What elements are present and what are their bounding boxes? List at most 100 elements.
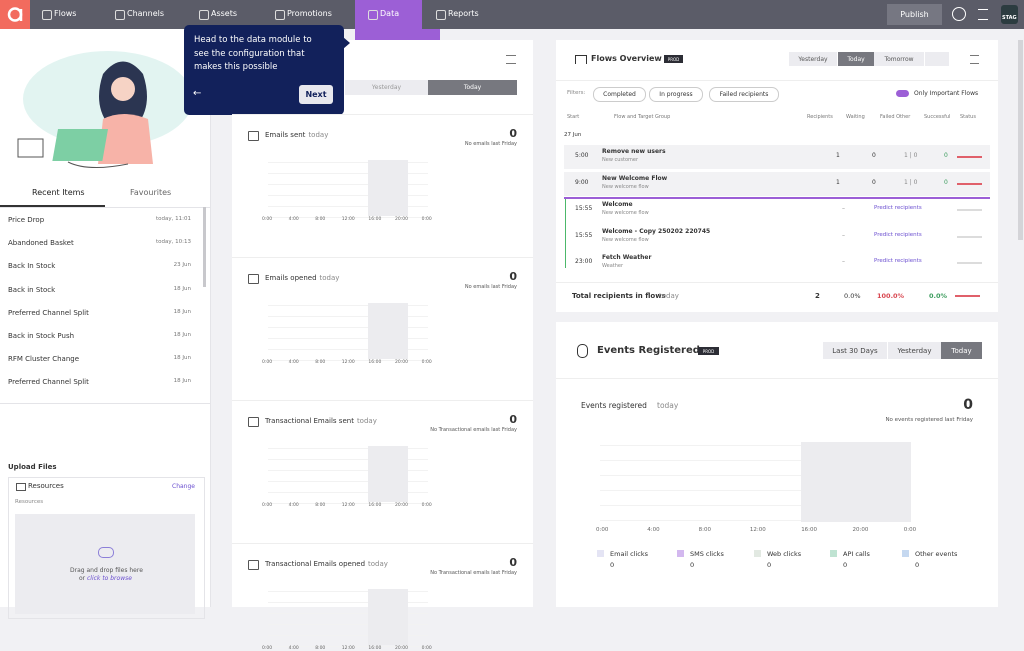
time-label: 12:00: [341, 360, 355, 365]
column-header: Successful: [924, 114, 951, 120]
status-bar: [957, 262, 982, 264]
tab[interactable]: Favourites: [130, 188, 172, 197]
recent-item[interactable]: Abandoned Basket: [8, 239, 74, 248]
tab[interactable]: Recent Items: [32, 188, 85, 197]
grid-line: [268, 448, 428, 449]
grid-line: [268, 349, 428, 350]
recent-item[interactable]: Preferred Channel Split: [8, 308, 89, 317]
toggle[interactable]: Last 30 Days: [823, 342, 887, 359]
card-when: today: [368, 560, 388, 568]
divider: [232, 543, 533, 544]
recent-item[interactable]: Preferred Channel Split: [8, 378, 89, 387]
grid-line: [600, 445, 910, 446]
flows-icon: [575, 55, 587, 64]
toggle[interactable]: Today: [428, 80, 517, 95]
nav-item[interactable]: Reports: [448, 9, 479, 18]
divider: [0, 207, 210, 208]
toggle[interactable]: Tomorrow: [874, 52, 924, 66]
filter-icon[interactable]: [506, 55, 516, 64]
filter-chip[interactable]: Failed recipients: [709, 87, 779, 102]
events-when: today: [657, 401, 679, 410]
menu-item[interactable]: Files: [380, 64, 396, 72]
filter-chip[interactable]: Completed: [593, 87, 646, 102]
nav-item[interactable]: Flows: [54, 9, 77, 18]
switch-label: Only Important Flows: [914, 90, 979, 97]
drop-zone[interactable]: [15, 514, 195, 614]
filter-chip[interactable]: In progress: [649, 87, 703, 102]
card-when: today: [308, 131, 329, 139]
column-header: Recipients: [807, 114, 833, 120]
time-label: 4:00: [288, 217, 299, 222]
flow-dash: –: [842, 231, 845, 239]
card-title: Transactional Emails opened: [265, 560, 366, 568]
predict-link[interactable]: Predict recipients: [874, 205, 922, 211]
time-label: 12:00: [341, 646, 355, 651]
now-line: [564, 197, 990, 199]
filter-icon[interactable]: [970, 55, 979, 64]
menu-item[interactable]: Configuration: [380, 43, 428, 51]
time-label: 0:00: [903, 527, 917, 533]
tab-underline: [0, 205, 105, 207]
flow-name[interactable]: Welcome: [602, 201, 633, 208]
nav-item[interactable]: Promotions: [287, 9, 332, 18]
folder-icon: [16, 483, 26, 491]
time-label: 8:00: [315, 646, 326, 651]
flow-name[interactable]: Remove new users: [602, 148, 666, 155]
divider: [556, 282, 998, 283]
flow-name[interactable]: New Welcome Flow: [602, 174, 668, 182]
time-label: 8:00: [315, 503, 326, 508]
predict-link[interactable]: Predict recipients: [874, 258, 922, 264]
card-icon: [248, 274, 259, 284]
publish-button[interactable]: Publish: [887, 4, 942, 25]
legend-label: Email clicks: [610, 550, 649, 558]
recent-item[interactable]: Back in Stock: [8, 285, 56, 294]
nav-item[interactable]: Data: [380, 9, 400, 18]
legend-value: 0: [843, 561, 848, 569]
grid-line: [600, 520, 910, 521]
grid-line: [268, 492, 428, 493]
browse-link[interactable]: click to browse: [87, 575, 132, 582]
card-icon: [248, 560, 259, 570]
flow-name[interactable]: Welcome - Copy 250202 220745: [602, 227, 711, 235]
grid-line: [268, 338, 428, 339]
status-bar: [957, 209, 982, 211]
toggle[interactable]: Yesterday: [345, 80, 428, 95]
grid-line: [268, 195, 428, 196]
logo[interactable]: [0, 0, 30, 29]
flow-row: [564, 198, 990, 222]
legend-label: Other events: [915, 550, 958, 558]
toggle[interactable]: Yesterday: [789, 52, 837, 66]
badge[interactable]: PROD: [698, 347, 719, 355]
change-link[interactable]: Change: [172, 483, 195, 490]
flow-name[interactable]: Fetch Weather: [602, 254, 652, 261]
time-label: 20:00: [395, 646, 408, 651]
flow-time: 5:00: [575, 152, 589, 159]
time-label: 16:00: [368, 646, 382, 651]
toggle[interactable]: Today: [838, 52, 874, 66]
recent-item[interactable]: Price Drop: [8, 216, 45, 224]
flow-dash: –: [842, 258, 845, 265]
toggle[interactable]: Today: [941, 342, 982, 359]
card-icon: [248, 131, 259, 141]
avatar[interactable]: [1001, 5, 1018, 24]
nav-item[interactable]: Channels: [127, 9, 165, 18]
toggle[interactable]: Yesterday: [888, 342, 941, 359]
switch[interactable]: [896, 90, 909, 97]
settings-icon[interactable]: [978, 9, 988, 20]
divider: [556, 80, 998, 81]
nav-item[interactable]: Assets: [211, 9, 238, 18]
recent-item[interactable]: Back In Stock: [8, 262, 56, 271]
total-label: Total recipients in flows: [572, 292, 666, 300]
badge[interactable]: PROD: [664, 55, 683, 63]
recent-item[interactable]: RFM Cluster Change: [8, 355, 80, 364]
legend-swatch: [677, 550, 684, 557]
recent-item[interactable]: Back in Stock Push: [8, 332, 75, 340]
recent-date: 18 Jun: [173, 285, 191, 292]
back-arrow[interactable]: ←: [193, 88, 202, 99]
time-label: 8:00: [315, 360, 326, 365]
calendar-button[interactable]: [925, 52, 949, 66]
top-nav: [0, 0, 1024, 29]
next-button[interactable]: Next: [299, 85, 333, 104]
predict-link[interactable]: Predict recipients: [874, 231, 922, 238]
help-icon[interactable]: [952, 7, 966, 21]
